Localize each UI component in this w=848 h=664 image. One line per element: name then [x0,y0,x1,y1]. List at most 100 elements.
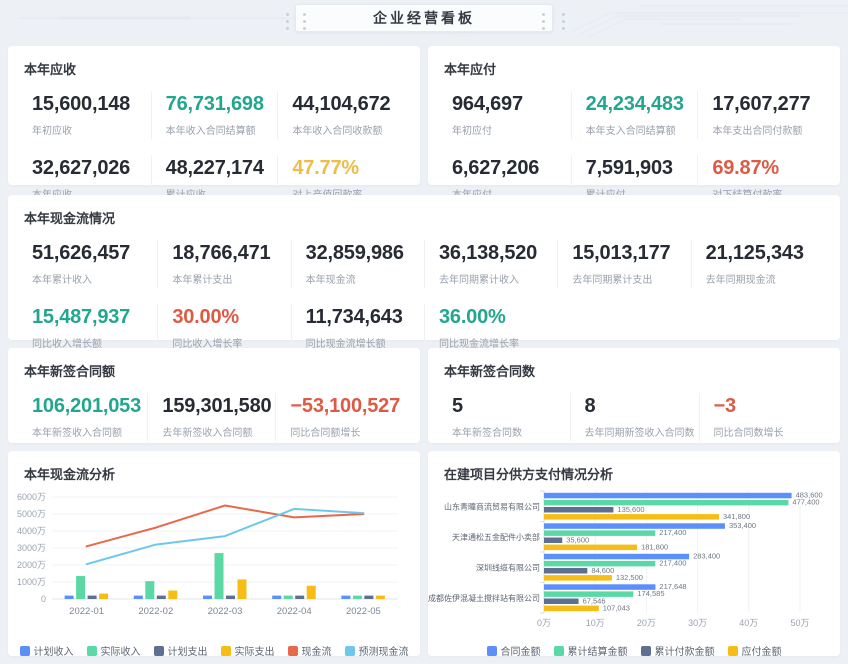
chart-legend: 计划收入 实际收入 计划支出 实际支出 现金流 预测现金流 [8,643,420,658]
stats-grid: 964,697 年初应付 24,234,483 本年支入合同结算额 17,607… [428,91,840,203]
stat-item: 76,731,698 本年收入合同结算额 [150,91,278,139]
stat-label: 去年同期新签收入合同数 [584,428,695,439]
svg-text:深圳线缆有限公司: 深圳线缆有限公司 [476,562,540,572]
stat-label: 去年同期累计支出 [572,275,653,286]
bar-series [64,595,351,599]
stat-item: −3 同比合同数增长 [698,393,825,441]
svg-text:1000万: 1000万 [17,577,46,587]
stat-label: 同比收入增长额 [32,339,102,350]
legend-item[interactable]: 现金流 [287,643,332,658]
svg-text:217,400: 217,400 [659,528,686,537]
svg-text:天津通松五金配件小卖部: 天津通松五金配件小卖部 [452,532,540,542]
svg-text:477,400: 477,400 [792,498,819,507]
stat-value: 32,859,986 [305,242,404,264]
stat-label: 去年新签收入合同额 [162,428,253,439]
stat-value: 51,626,457 [32,242,131,264]
stat-value: 7,591,903 [585,157,673,179]
legend-item[interactable]: 计划收入 [19,643,74,658]
stat-label: 同比现金流增长率 [438,339,519,350]
legend-item[interactable]: 累计付款金额 [640,643,715,658]
stat-label: 本年支入合同结算额 [585,126,676,137]
svg-text:84,600: 84,600 [591,566,614,575]
stat-item: 17,607,277 本年支出合同付款额 [697,91,824,139]
bar-series: 341,800 181,800 132,500 107,043 [544,512,750,612]
dot-ornament [286,13,289,30]
card-cashflow: 本年现金流情况 51,626,457 本年累计收入 18,766,471 本年累… [8,195,840,352]
hbar-chart-svg: 0万 10万 20万 30万 40万 50万 山东青瞳商流贸易有限公司天津通松五金配件小卖部… [428,490,823,628]
stat-value: 964,697 [452,93,523,115]
stat-label: 年初应付 [452,126,492,137]
svg-text:2022-01: 2022-01 [69,606,104,617]
supplier-hbar-chart: 0万 10万 20万 30万 40万 50万 山东青瞳商流贸易有限公司 天津通松五金配件小卖部… [428,483,840,642]
svg-text:132,500: 132,500 [616,573,643,582]
dot-ornament [562,13,565,30]
stat-value: 15,013,177 [572,242,671,264]
stat-item: 24,234,483 本年支入合同结算额 [570,91,698,139]
page-title: 企业经营看板 [373,10,475,26]
stat-value: 47.77% [292,157,359,179]
svg-text:2022-05: 2022-05 [346,606,381,617]
card-cashflow-analysis-chart: 本年现金流分析 0 1000万 2000万 3000万 4000万 5000万 6000万 2… [8,451,420,658]
stat-item: 44,104,672 本年收入合同收款额 [277,91,404,139]
svg-text:0: 0 [41,594,46,604]
stats-grid: 5 本年新签合同数 8 去年同期新签收入合同数 −3 同比合同数增长 [428,393,840,441]
stat-item: 32,859,986 本年现金流 [290,240,424,288]
stat-value: −3 [713,395,737,417]
card-payables: 本年应付 964,697 年初应付 24,234,483 本年支入合同结算额 1… [428,46,840,203]
svg-text:10万: 10万 [586,618,605,628]
legend-label: 实际收入 [100,647,141,658]
stat-item: 30.00% 同比收入增长率 [157,304,290,352]
svg-text:3000万: 3000万 [17,543,46,553]
svg-text:341,800: 341,800 [723,512,750,521]
svg-text:20万: 20万 [637,618,656,628]
stat-label: 同比合同数增长 [713,428,784,439]
bar-series: 135,600 35,600 84,600 67,546 [544,505,645,605]
stat-value: 5 [452,395,463,417]
stat-value: 44,104,672 [292,93,391,115]
card-supplier-payment-chart: 在建项目分供方支付情况分析 0万 10万 20万 30万 40万 50万 山东青瞳商流贸易有… [428,451,840,658]
stat-label: 年初应收 [32,126,72,137]
stat-label: 本年支出合同付款额 [712,126,803,137]
stat-value: −53,100,527 [290,395,400,417]
stat-label: 去年同期现金流 [705,275,776,286]
legend-label: 计划收入 [33,647,74,658]
card-title: 本年现金流情况 [24,211,116,226]
stat-value: 17,607,277 [712,93,811,115]
stat-item: 36.00% 同比现金流增长率 [423,304,557,352]
svg-text:2022-04: 2022-04 [277,606,312,617]
legend-item[interactable]: 实际支出 [220,643,275,658]
stat-item: 5 本年新签合同数 [444,393,570,441]
stat-item: 15,600,148 年初应收 [24,91,151,139]
svg-text:5000万: 5000万 [17,509,46,519]
stat-label: 去年同期累计收入 [438,275,519,286]
stat-label: 同比合同额增长 [290,428,361,439]
svg-text:2022-02: 2022-02 [138,606,173,617]
legend-item[interactable]: 合同金额 [486,643,541,658]
stat-label: 本年累计支出 [172,275,233,286]
stat-value: 15,600,148 [32,93,131,115]
legend-item[interactable]: 应付金额 [727,643,782,658]
stat-value: 11,734,643 [305,306,403,328]
stat-item: 159,301,580 去年新签收入合同额 [147,393,275,441]
card-title: 本年现金流分析 [24,467,116,482]
legend-label: 合同金额 [500,647,541,658]
legend-item[interactable]: 实际收入 [86,643,141,658]
legend-item[interactable]: 预测现金流 [344,643,409,658]
stat-value: 21,125,343 [705,242,804,264]
stat-label: 本年收入合同结算额 [165,126,256,137]
legend-swatch [486,646,497,656]
card-new-contract-count: 本年新签合同数 5 本年新签合同数 8 去年同期新签收入合同数 −3 同比合同数… [428,348,840,443]
svg-text:2000万: 2000万 [17,560,46,570]
legend-label: 计划支出 [167,647,208,658]
stat-item: 11,734,643 同比现金流增长额 [290,304,424,352]
legend-swatch [153,646,164,656]
stats-grid: 15,600,148 年初应收 76,731,698 本年收入合同结算额 44,… [8,91,420,203]
combo-chart-svg: 0 1000万 2000万 3000万 4000万 5000万 6000万 2022-01 20… [17,492,398,617]
stat-item: 51,626,457 本年累计收入 [24,240,157,288]
svg-text:217,648: 217,648 [659,582,686,591]
legend-item[interactable]: 计划支出 [153,643,208,658]
stat-value: 6,627,206 [452,157,540,179]
stat-value: 18,766,471 [172,242,271,264]
legend-item[interactable]: 累计结算金额 [553,643,628,658]
